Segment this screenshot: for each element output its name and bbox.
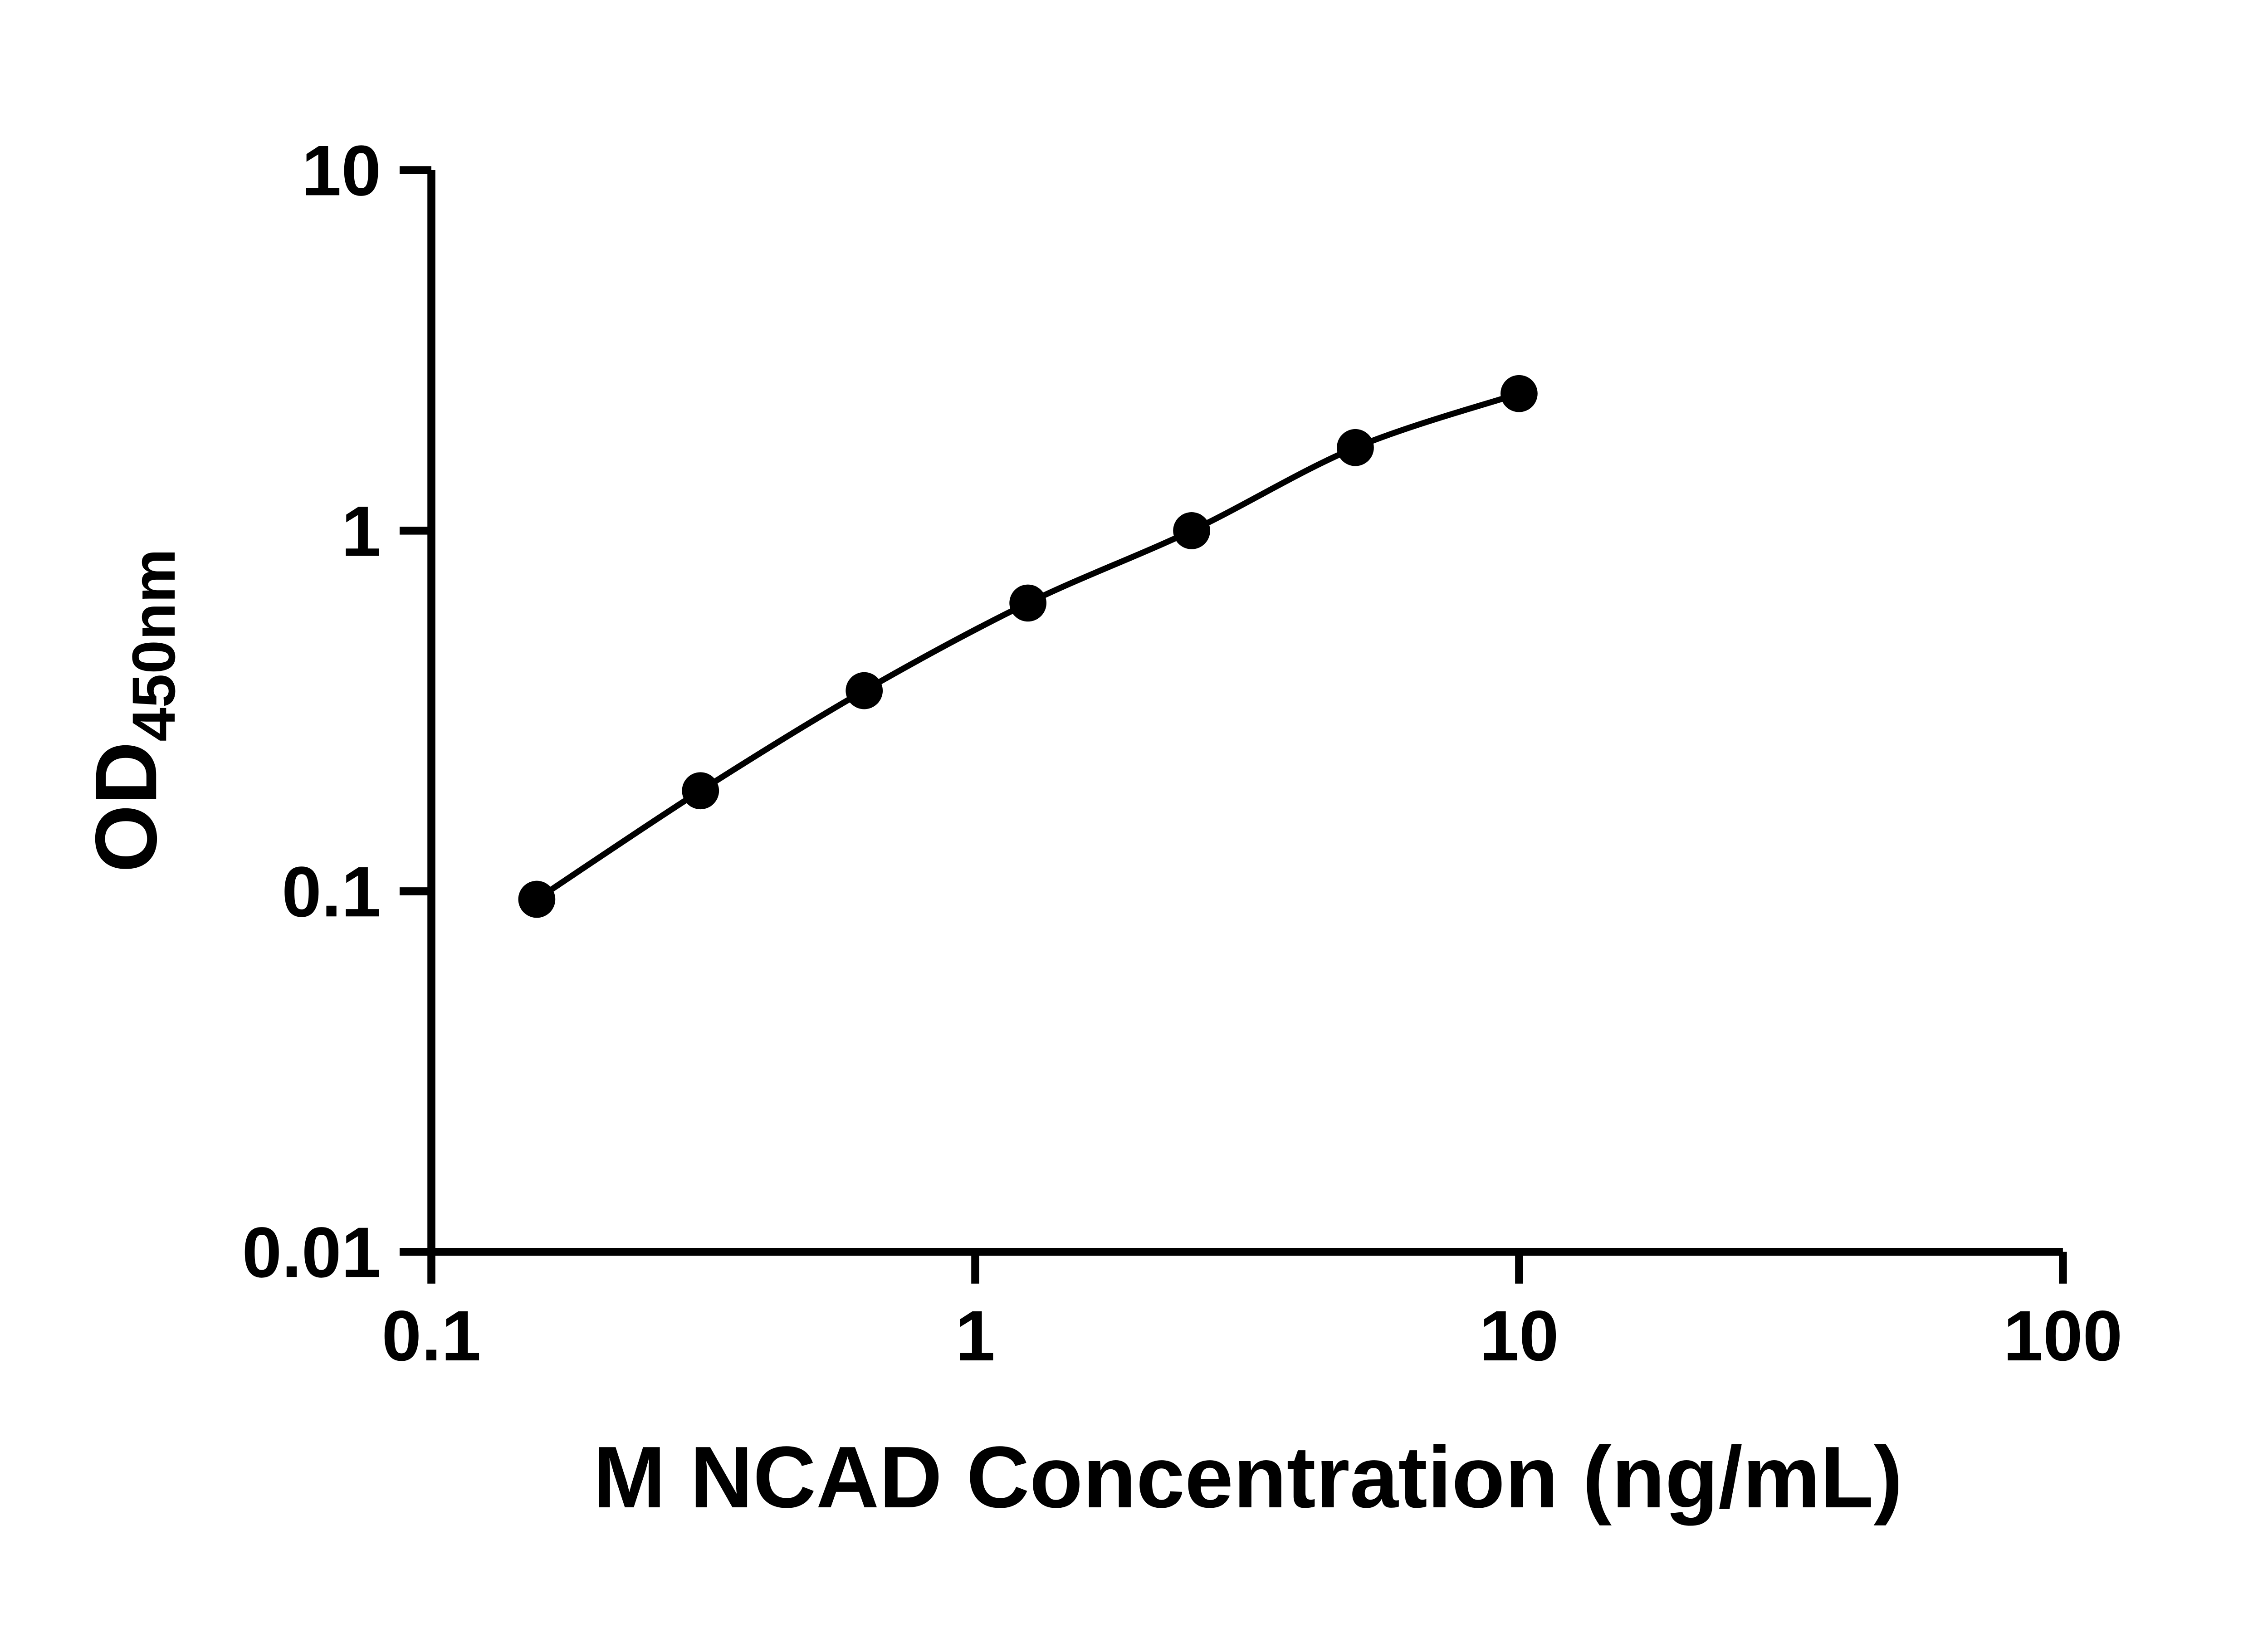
data-point bbox=[682, 772, 719, 810]
data-point bbox=[1173, 512, 1210, 549]
x-tick-label: 1 bbox=[955, 1296, 995, 1376]
data-point bbox=[1337, 429, 1374, 466]
series-layer bbox=[518, 375, 1538, 918]
y-tick-label: 1 bbox=[342, 491, 381, 571]
data-point bbox=[518, 880, 556, 918]
x-tick-label: 10 bbox=[1479, 1296, 1559, 1376]
y-axis-title: OD450nm bbox=[77, 549, 188, 873]
x-tick-label: 0.1 bbox=[382, 1296, 481, 1376]
y-tick-label: 10 bbox=[302, 131, 381, 210]
axis-spine bbox=[427, 170, 2063, 1256]
y-tick-label: 0.1 bbox=[282, 852, 381, 932]
trend-line bbox=[535, 391, 1520, 902]
data-point bbox=[1501, 375, 1538, 412]
y-axis-title-main: OD bbox=[77, 742, 175, 873]
x-axis-title: M NCAD Concentration (ng/mL) bbox=[593, 1428, 1902, 1526]
y-tick-label: 0.01 bbox=[242, 1213, 381, 1292]
data-point bbox=[1009, 584, 1046, 622]
x-tick-label: 100 bbox=[2003, 1296, 2122, 1376]
data-point bbox=[846, 672, 883, 709]
y-axis-title-sub: 450nm bbox=[120, 549, 188, 742]
